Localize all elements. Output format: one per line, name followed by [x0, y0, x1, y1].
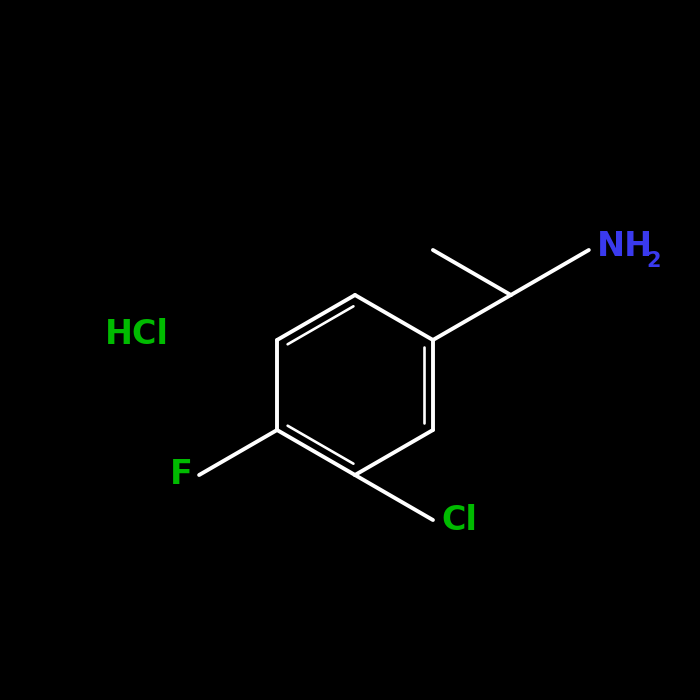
Text: 2: 2: [647, 251, 662, 271]
Text: HCl: HCl: [105, 318, 169, 351]
Text: Cl: Cl: [441, 503, 477, 536]
Text: F: F: [170, 458, 193, 491]
Text: NH: NH: [597, 230, 653, 262]
